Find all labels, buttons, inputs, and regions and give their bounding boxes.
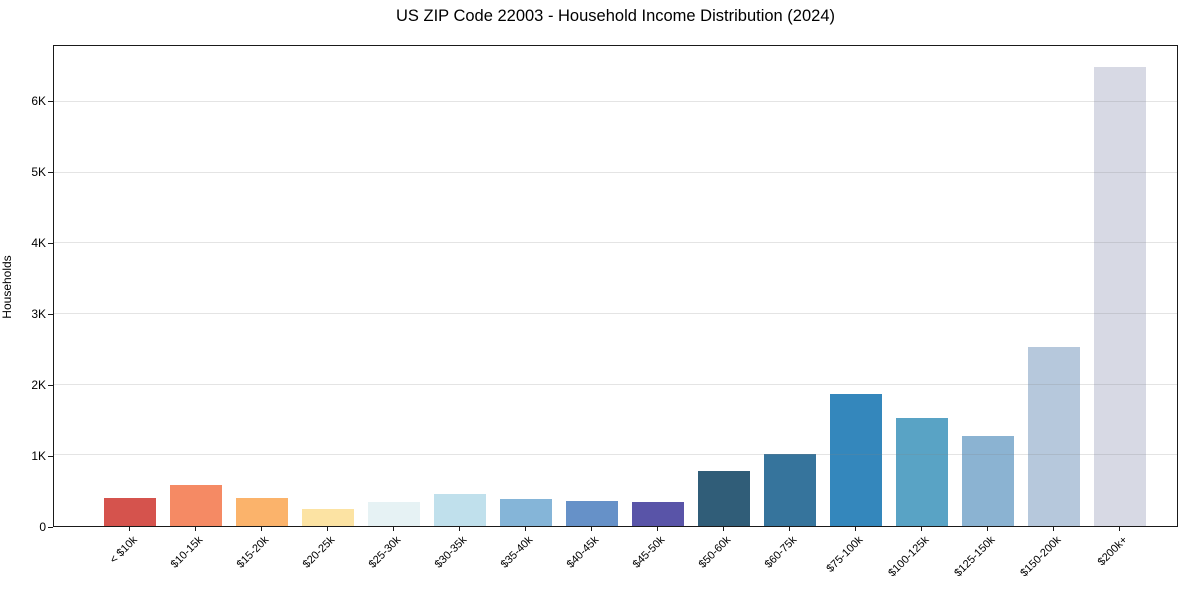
gridline-2K — [54, 383, 1177, 385]
x-tick-label-75-100k: $75-100k — [824, 534, 866, 575]
x-tick-label-100-125k: $100-125k — [886, 534, 932, 580]
y-tick-mark — [48, 455, 53, 457]
x-tick-mark — [986, 527, 988, 531]
bar-25-30k — [368, 502, 420, 526]
bar-10-15k — [170, 485, 222, 526]
x-tick-label-40-45k: $40-45k — [564, 534, 602, 571]
x-tick-mark — [920, 527, 922, 531]
bar-75-100k — [830, 394, 882, 526]
x-tick-mark — [1118, 527, 1120, 531]
x-tick-label-150-200k: $150-200k — [1018, 534, 1064, 580]
y-tick-mark — [48, 171, 53, 173]
y-tick-mark — [48, 100, 53, 102]
bar-35-40k — [500, 498, 552, 526]
bar-200k — [1094, 67, 1146, 526]
x-tick-mark — [194, 527, 196, 531]
y-tick-label-2K: 2K — [31, 378, 46, 393]
bar-15-20k — [236, 497, 288, 526]
bar-40-45k — [566, 500, 618, 526]
x-tick-label-125-150k: $125-150k — [952, 534, 998, 580]
gridline-5K — [54, 171, 1177, 173]
x-tick-mark — [854, 527, 856, 531]
x-tick-label-15-20k: $15-20k — [234, 534, 272, 571]
x-tick-mark — [392, 527, 394, 531]
y-tick-mark — [48, 384, 53, 386]
x-tick-label-30-35k: $30-35k — [432, 534, 470, 571]
x-tick-label-10k: < $10k — [107, 534, 140, 567]
x-tick-mark — [260, 527, 262, 531]
chart-title: US ZIP Code 22003 - Household Income Dis… — [395, 7, 835, 25]
bar-30-35k — [434, 494, 486, 526]
bar-10k — [104, 498, 156, 526]
bar-50-60k — [698, 470, 750, 526]
y-tick-label-6K: 6K — [31, 94, 46, 109]
x-tick-mark — [788, 527, 790, 531]
gridline-1K — [54, 454, 1177, 456]
x-tick-mark — [128, 527, 130, 531]
y-tick-mark — [48, 242, 53, 244]
x-tick-label-60-75k: $60-75k — [762, 534, 800, 571]
bar-60-75k — [764, 454, 816, 526]
x-tick-mark — [524, 527, 526, 531]
y-tick-label-1K: 1K — [31, 449, 46, 463]
gridline-4K — [54, 242, 1177, 244]
bar-150-200k — [1028, 347, 1080, 526]
x-tick-mark — [1052, 527, 1054, 531]
x-tick-label-20-25k: $20-25k — [300, 534, 338, 571]
y-tick-label-0: 0 — [39, 520, 46, 534]
x-tick-mark — [656, 527, 658, 531]
x-tick-label-50-60k: $50-60k — [696, 534, 734, 571]
x-tick-mark — [722, 527, 724, 531]
x-tick-mark — [458, 527, 460, 531]
gridline-6K — [54, 100, 1177, 102]
plot-area — [53, 45, 1178, 527]
bar-100-125k — [896, 417, 948, 526]
x-tick-label-200k: $200k+ — [1095, 534, 1130, 569]
y-tick-label-5K: 5K — [31, 165, 46, 180]
bar-45-50k — [632, 501, 684, 526]
x-tick-mark — [590, 527, 592, 531]
y-tick-label-4K: 4K — [31, 236, 46, 251]
bar-125-150k — [962, 435, 1014, 526]
gridline-3K — [54, 312, 1177, 314]
x-tick-mark — [326, 527, 328, 531]
y-tick-mark — [48, 526, 53, 528]
y-tick-label-3K: 3K — [31, 307, 46, 322]
x-tick-label-35-40k: $35-40k — [498, 534, 536, 571]
y-tick-mark — [48, 313, 53, 315]
x-tick-label-10-15k: $10-15k — [168, 534, 206, 571]
bar-20-25k — [302, 509, 354, 526]
x-tick-label-25-30k: $25-30k — [366, 534, 404, 571]
x-tick-label-45-50k: $45-50k — [630, 534, 668, 571]
